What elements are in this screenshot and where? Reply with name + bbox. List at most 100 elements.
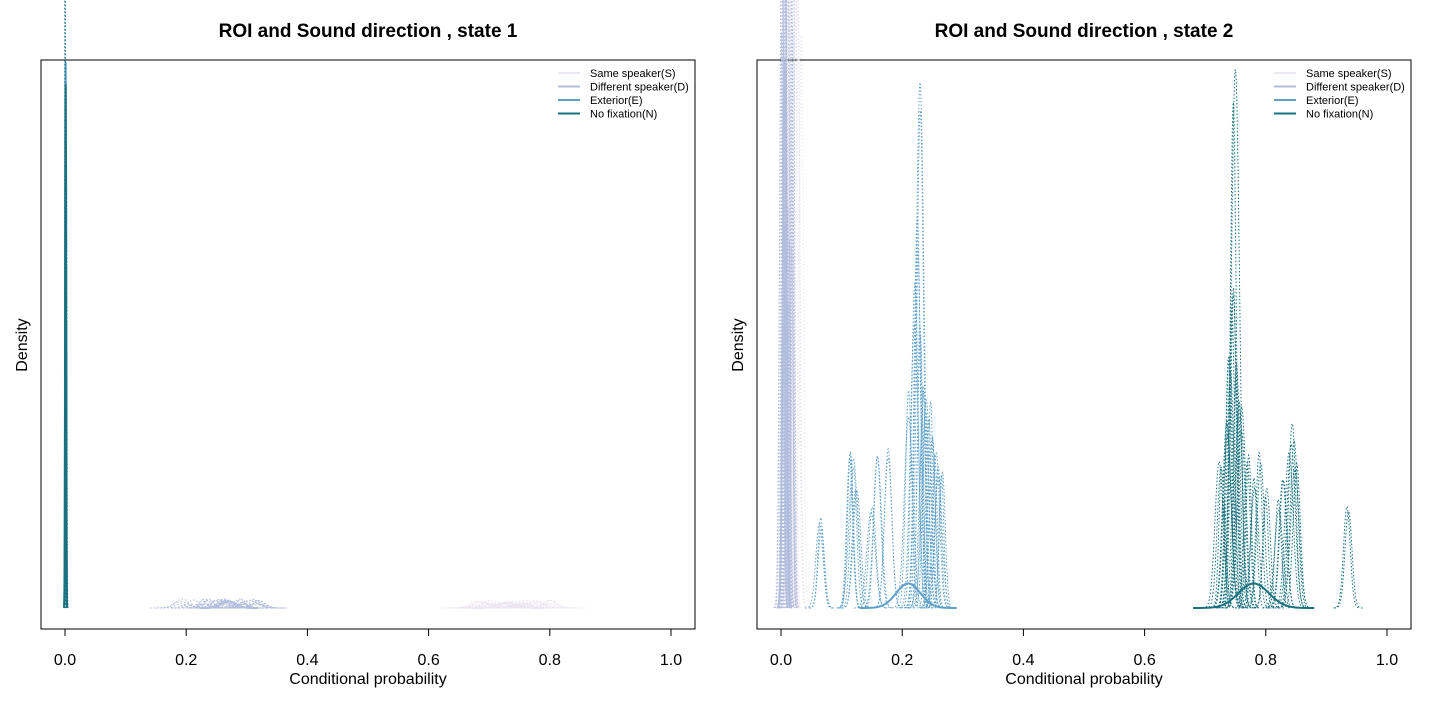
draw-density	[1211, 468, 1233, 609]
draw-density	[1221, 102, 1246, 609]
mean-density	[471, 601, 544, 609]
draw-density	[1238, 487, 1271, 609]
plot-frame	[40, 59, 696, 630]
series-no-fixation-n-	[1193, 69, 1363, 609]
draw-density	[228, 602, 285, 609]
draw-density	[782, 206, 793, 609]
x-axis-label: Conditional probability	[289, 671, 446, 688]
draw-density	[836, 457, 871, 609]
x-ticks: 0.0 0.2 0.4 0.6 0.8 1.0	[770, 628, 1398, 669]
draw-density	[907, 391, 941, 609]
legend: Same speaker(S) Different speaker(D)Exter…	[1274, 68, 1405, 121]
draw-density	[1222, 363, 1251, 609]
mean-density	[199, 600, 258, 609]
draw-density	[1237, 453, 1260, 609]
draw-density	[510, 599, 562, 609]
draw-density	[1245, 461, 1276, 609]
series-same-speaker-s-	[440, 599, 588, 609]
mean-density	[776, 61, 793, 609]
draw-density	[913, 410, 939, 609]
series-different-speaker-d-	[773, 0, 800, 609]
draw-density	[1272, 451, 1306, 609]
x-axis-label: Conditional probability	[1005, 671, 1162, 688]
draw-density	[772, 0, 792, 609]
series-no-fixation-n-	[63, 0, 69, 609]
draw-density	[784, 0, 807, 609]
x-tick-label: 1.0	[660, 652, 682, 669]
series-exterior-e-	[805, 82, 957, 609]
x-tick-label: 0.8	[539, 652, 561, 669]
draw-density	[210, 600, 265, 609]
draw-density	[202, 598, 243, 609]
draw-density	[931, 473, 952, 609]
draw-density	[854, 511, 888, 609]
draw-density	[920, 401, 941, 609]
draw-density	[1235, 460, 1260, 609]
draw-density	[926, 465, 951, 609]
draw-density	[1246, 451, 1272, 609]
draw-density	[922, 451, 950, 609]
draw-density	[838, 451, 862, 609]
x-tick-label: 0.4	[296, 652, 318, 669]
legend-label: Exterior(E)	[590, 95, 643, 107]
y-axis-label: Density	[730, 318, 747, 371]
draw-density	[896, 388, 921, 609]
chart-title: ROI and Sound direction , state 1	[219, 21, 518, 42]
draw-density	[207, 603, 271, 609]
panel-state-1: ROI and Sound direction , state 1 0.0 0.2…	[14, 0, 696, 688]
mean-density	[859, 582, 957, 609]
draw-density	[909, 398, 944, 609]
draw-density	[898, 324, 931, 609]
draw-density	[863, 455, 892, 609]
draw-density	[183, 603, 225, 609]
draw-density	[223, 599, 284, 609]
draw-density	[1262, 509, 1296, 609]
panel-state-2: ROI and Sound direction , state 2 0.0 0.2…	[730, 0, 1412, 688]
draw-density	[1278, 466, 1312, 609]
draw-density	[448, 602, 517, 609]
draw-density	[924, 454, 946, 609]
draw-density	[230, 604, 287, 609]
draw-density	[1277, 422, 1307, 609]
density-curves	[62, 0, 588, 609]
draw-density	[805, 522, 834, 609]
x-tick-label: 0.8	[1255, 652, 1277, 669]
plot-frame	[756, 59, 1412, 630]
draw-density	[523, 599, 576, 609]
draw-density	[193, 600, 256, 609]
draw-density	[776, 0, 789, 609]
legend-label: Different speaker(D)	[590, 82, 689, 94]
draw-density	[905, 249, 930, 609]
draw-density	[809, 516, 833, 609]
chart-title: ROI and Sound direction , state 2	[935, 21, 1234, 42]
draw-density	[873, 456, 904, 609]
draw-density	[1205, 466, 1237, 609]
x-ticks: 0.0 0.2 0.4 0.6 0.8 1.0	[54, 628, 682, 669]
draw-density	[920, 437, 945, 609]
draw-density	[232, 603, 279, 609]
draw-density	[1218, 69, 1253, 609]
series-different-speaker-d-	[150, 598, 287, 609]
density-curves	[772, 0, 1363, 609]
x-tick-label: 0.0	[54, 652, 76, 669]
draw-density	[1222, 287, 1245, 609]
draw-density	[901, 282, 929, 609]
draw-density	[506, 602, 550, 609]
x-tick-label: 0.0	[770, 652, 792, 669]
draw-density	[1219, 307, 1244, 609]
draw-density	[861, 454, 894, 609]
draw-density	[191, 599, 222, 609]
x-tick-label: 0.6	[417, 652, 439, 669]
draw-density	[532, 599, 571, 609]
draw-density	[931, 471, 954, 609]
draw-density	[1334, 510, 1363, 609]
draw-density	[485, 604, 528, 609]
draw-density	[923, 475, 954, 609]
legend-label: No fixation(N)	[590, 109, 657, 121]
draw-density	[1242, 476, 1266, 609]
x-tick-label: 0.6	[1133, 652, 1155, 669]
draw-density	[497, 601, 575, 609]
draw-density	[789, 0, 801, 609]
